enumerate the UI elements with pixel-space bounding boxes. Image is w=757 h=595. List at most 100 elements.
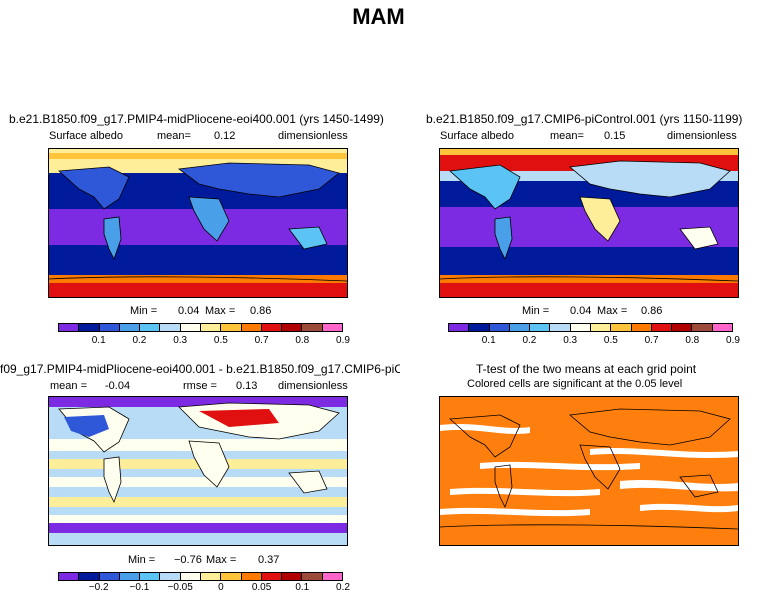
colorbar-tick-label: 0.2 [132,335,147,346]
colorbar-cell [530,324,551,331]
colorbar-tick-label: 0.9 [726,335,740,346]
colorbar-tick-label: 0.8 [295,335,310,346]
map-ttest-significance [439,396,739,546]
colorbar-cell [140,573,161,580]
colorbar-cell [261,573,283,580]
map-pliocene-albedo [48,148,348,298]
min-label: Min = [130,305,158,317]
colorbar-cell [241,573,262,580]
colorbar-cell [200,573,222,580]
units-label: dimensionless [278,130,348,142]
variable-label: Surface albedo [49,130,123,142]
colorbar-cell [59,573,80,580]
colorbar-ticks: 0.1 0.2 0.3 0.5 0.7 0.8 0.9 [448,335,740,347]
colorbar-cell [282,573,303,580]
min-value: 0.04 [570,305,592,317]
colorbar-cell [469,324,490,331]
panel-title-picontrol: b.e21.B1850.f09_g17.CMIP6-piControl.001 … [426,112,743,126]
colorbar-tick-label: 0.2 [336,582,350,593]
panel-title-ttest: T-test of the two means at each grid poi… [476,362,697,376]
units-label: dimensionless [667,130,737,142]
colorbar-cell [79,324,100,331]
colorbar-pliocene [58,323,343,332]
colorbar-cell [302,573,323,580]
colorbar-cell [99,324,120,331]
colorbar-cell [160,324,181,331]
colorbar-cell [611,324,632,331]
colorbar-cell [282,324,303,331]
colorbar-cell [261,324,283,331]
colorbar-cell [631,324,652,331]
min-value: −0.76 [174,554,202,566]
mean-label: mean= [157,130,191,142]
min-value: 0.04 [178,305,200,317]
colorbar-tick-label: −0.2 [88,582,109,593]
mean-label: mean = [50,380,87,392]
colorbar-tick-label: 0 [218,582,224,593]
page-title: MAM [352,4,405,29]
max-value: 0.37 [258,554,280,566]
colorbar-cell [672,324,693,331]
mean-label: mean= [550,130,584,142]
mean-value: 0.15 [604,130,626,142]
colorbar-cell [302,324,323,331]
max-value: 0.86 [250,305,272,317]
colorbar-tick-label: 0.3 [173,335,188,346]
max-label: Max = [597,305,628,317]
colorbar-ticks: 0.1 0.2 0.3 0.5 0.7 0.8 0.9 [58,335,350,347]
colorbar-tick-label: 0.5 [603,335,618,346]
colorbar-tick-label: −0.05 [167,582,193,593]
panel-title-pliocene: b.e21.B1850.f09_g17.PMIP4-midPliocene-eo… [9,112,384,126]
colorbar-cell [221,324,242,331]
colorbar-cell [180,324,201,331]
rmse-value: 0.13 [236,380,258,392]
colorbar-difference [58,572,343,581]
colorbar-cell [570,324,591,331]
colorbar-tick-label: 0.7 [254,335,269,346]
panel-title-difference: f09_g17.PMIP4-midPliocene-eoi400.001 - b… [0,362,400,376]
colorbar-cell [692,324,713,331]
rmse-label: rmse = [183,380,217,392]
colorbar-tick-label: 0.1 [481,335,496,346]
colorbar-cell [221,573,242,580]
colorbar-cell [180,573,201,580]
colorbar-cell [590,324,612,331]
colorbar-tick-label: 0.5 [213,335,228,346]
mean-value: -0.04 [105,380,131,392]
colorbar-cell [160,573,181,580]
colorbar-cell [79,573,100,580]
min-label: Min = [128,554,156,566]
colorbar-cell [99,573,120,580]
panel-subtitle-ttest: Colored cells are significant at the 0.0… [467,378,683,390]
variable-label: Surface albedo [440,130,514,142]
colorbar-cell [241,324,262,331]
map-picontrol-albedo [439,148,739,298]
colorbar-tick-label: −0.1 [129,582,150,593]
colorbar-tick-label: 0.9 [336,335,350,346]
colorbar-picontrol [448,323,733,332]
max-value: 0.86 [641,305,663,317]
colorbar-tick-label: 0.05 [251,582,272,593]
colorbar-cell [140,324,161,331]
colorbar-cell [489,324,510,331]
colorbar-tick-label: 0.2 [522,335,537,346]
colorbar-cell [449,324,470,331]
colorbar-cell [712,324,732,331]
colorbar-tick-label: 0.1 [91,335,106,346]
colorbar-cell [119,324,141,331]
max-label: Max = [206,554,237,566]
colorbar-tick-label: 0.8 [685,335,700,346]
min-label: Min = [522,305,550,317]
colorbar-cell [322,324,342,331]
colorbar-ticks: −0.2 −0.1 −0.05 0 0.05 0.1 0.2 [58,582,350,594]
colorbar-cell [119,573,141,580]
colorbar-cell [200,324,222,331]
colorbar-cell [59,324,80,331]
map-difference-albedo [48,396,348,546]
colorbar-cell [550,324,571,331]
max-label: Max = [205,305,236,317]
colorbar-cell [509,324,531,331]
colorbar-tick-label: 0.1 [295,582,310,593]
mean-value: 0.12 [214,130,236,142]
colorbar-cell [651,324,673,331]
